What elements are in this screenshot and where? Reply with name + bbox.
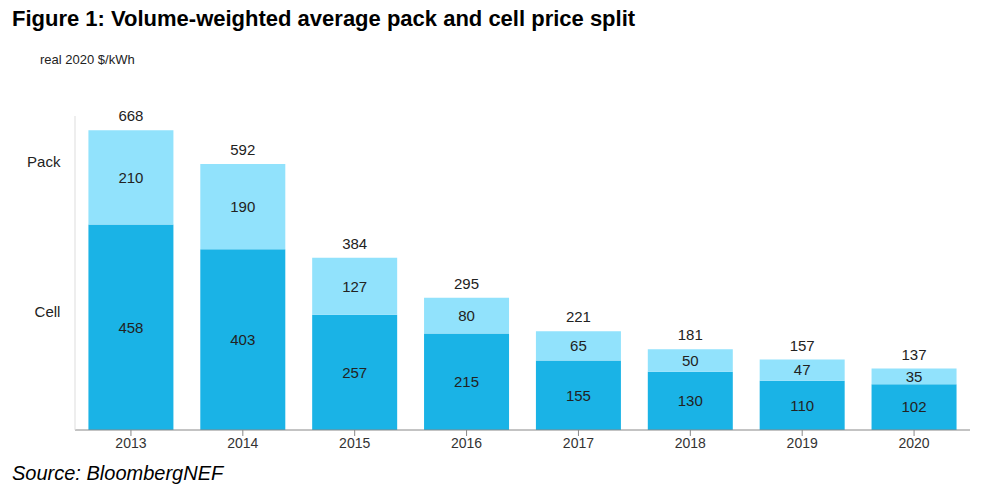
- svg-text:458: 458: [118, 319, 143, 336]
- svg-text:403: 403: [230, 331, 255, 348]
- svg-text:2015: 2015: [339, 435, 370, 451]
- svg-text:592: 592: [230, 141, 255, 158]
- svg-text:137: 137: [902, 346, 927, 363]
- html-text:Figure 1: Volume-weighted aver: Figure 1: Volume-weighted average pack a…: [12, 6, 636, 31]
- svg-text:50: 50: [682, 352, 699, 369]
- svg-text:181: 181: [678, 326, 703, 343]
- svg-text:2013: 2013: [115, 435, 146, 451]
- svg-text:190: 190: [230, 198, 255, 215]
- svg-text:155: 155: [566, 387, 591, 404]
- svg-text:668: 668: [118, 107, 143, 124]
- svg-text:110: 110: [790, 397, 814, 414]
- svg-text:Cell: Cell: [35, 303, 61, 320]
- svg-text:2016: 2016: [451, 435, 482, 451]
- svg-text:65: 65: [570, 337, 587, 354]
- svg-text:215: 215: [454, 373, 479, 390]
- svg-text:127: 127: [342, 278, 367, 295]
- svg-text:384: 384: [342, 235, 367, 252]
- svg-text:80: 80: [458, 307, 475, 324]
- html-text:Source: BloombergNEF: Source: BloombergNEF: [12, 462, 224, 484]
- svg-text:221: 221: [566, 308, 591, 325]
- svg-text:157: 157: [790, 337, 815, 354]
- svg-text:2018: 2018: [675, 435, 706, 451]
- svg-text:47: 47: [794, 361, 811, 378]
- svg-text:2017: 2017: [563, 435, 594, 451]
- svg-text:130: 130: [678, 392, 703, 409]
- svg-text:2020: 2020: [898, 435, 929, 451]
- svg-text:35: 35: [906, 368, 923, 385]
- html-text:real 2020 $/kWh: real 2020 $/kWh: [40, 52, 135, 67]
- svg-text:102: 102: [902, 398, 927, 415]
- svg-text:2014: 2014: [227, 435, 258, 451]
- svg-text:257: 257: [342, 364, 367, 381]
- svg-text:Pack: Pack: [27, 153, 61, 170]
- svg-text:295: 295: [454, 275, 479, 292]
- svg-text:2019: 2019: [787, 435, 818, 451]
- svg-text:210: 210: [118, 169, 143, 186]
